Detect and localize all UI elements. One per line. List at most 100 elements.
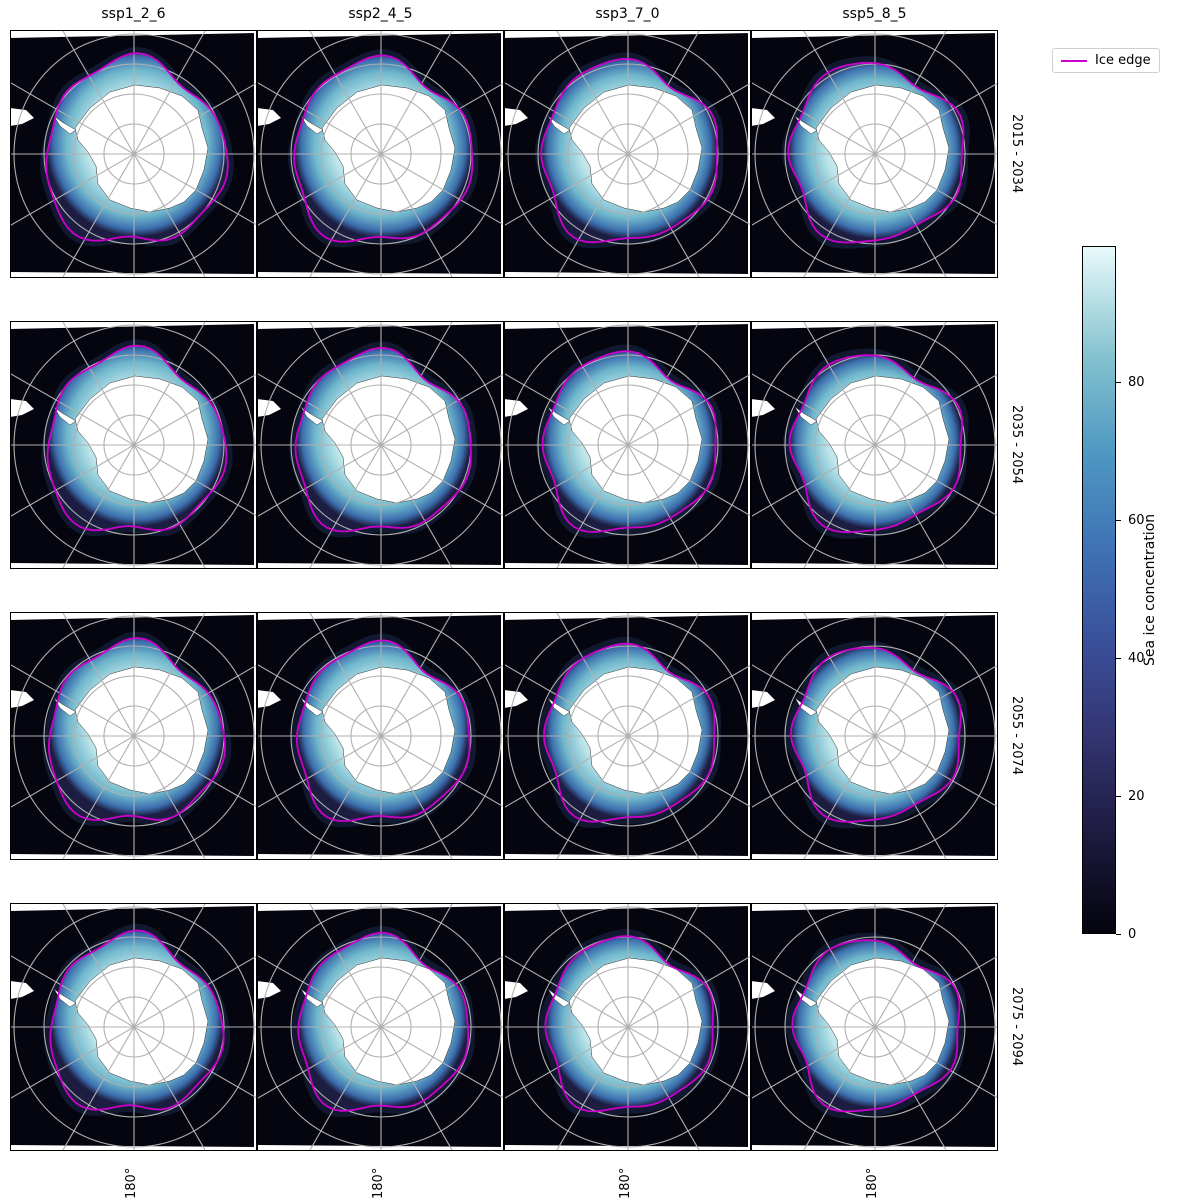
ice-edge-line [790, 646, 962, 823]
meridian-gridline [802, 612, 948, 860]
ice-edge-line [47, 637, 226, 821]
map-panel [257, 30, 504, 278]
meridian-gridline [61, 612, 207, 860]
south-america-land [257, 690, 281, 708]
south-america-land [751, 690, 775, 708]
ice-edge-line [541, 350, 717, 533]
map-panel [751, 612, 998, 860]
row-label-2055-2074: 2055 - 2074 [1009, 696, 1024, 776]
column-title-ssp126: ssp1_2_6 [101, 6, 166, 22]
ice-edge-line [46, 344, 228, 532]
south-america-land [751, 399, 775, 417]
colorbar-tick-label: 40 [1128, 651, 1145, 666]
antarctic-peninsula [53, 406, 77, 426]
south-america-land [257, 399, 281, 417]
panel-frame [751, 612, 998, 860]
south-america-land [751, 108, 775, 126]
ice-edge-legend-line [1061, 60, 1087, 62]
south-america-land [10, 690, 34, 708]
antarctic-peninsula [794, 988, 818, 1008]
ice-edge-line [45, 52, 229, 242]
south-america-land [257, 108, 281, 126]
map-panel [257, 903, 504, 1151]
panel-frame [751, 321, 998, 569]
colorbar-title: Sea ice concentration [1142, 513, 1158, 667]
colorbar-tick [1116, 658, 1121, 659]
meridian-gridline [555, 30, 701, 278]
south-america-land [751, 981, 775, 999]
meridian-gridline [61, 903, 207, 1151]
south-america-land [10, 399, 34, 417]
longitude-label: 180° [371, 1167, 386, 1199]
map-panel [504, 30, 751, 278]
map-panel [257, 612, 504, 860]
antarctic-peninsula [53, 115, 77, 135]
meridian-gridline [308, 612, 454, 860]
panel-frame [751, 30, 998, 278]
longitude-label: 180° [618, 1167, 633, 1199]
ice-edge-line [294, 347, 472, 533]
row-label-2035-2054: 2035 - 2054 [1009, 405, 1024, 485]
antarctic-peninsula [300, 115, 324, 135]
column-title-ssp585: ssp5_8_5 [842, 6, 907, 22]
meridian-gridline [61, 321, 207, 569]
map-panel [10, 612, 257, 860]
south-america-land [504, 399, 528, 417]
map-panel [751, 321, 998, 569]
column-title-ssp370: ssp3_7_0 [595, 6, 660, 22]
ice-edge-line [297, 931, 469, 1112]
meridian-gridline [802, 321, 948, 569]
south-america-land [10, 108, 34, 126]
map-panel [504, 321, 751, 569]
longitude-label: 180° [124, 1167, 139, 1199]
colorbar-tick [1116, 520, 1121, 521]
meridian-gridline [61, 30, 207, 278]
map-panel [257, 321, 504, 569]
meridian-gridline [802, 903, 948, 1151]
antarctic-peninsula [547, 406, 571, 426]
colorbar-tick [1116, 934, 1121, 935]
map-panel [10, 30, 257, 278]
south-america-land [10, 981, 34, 999]
meridian-gridline [308, 30, 454, 278]
meridian-gridline [555, 612, 701, 860]
ice-edge-line [544, 935, 714, 1113]
meridian-gridline [308, 903, 454, 1151]
south-america-land [257, 981, 281, 999]
ice-edge-line [788, 354, 964, 534]
south-america-land [504, 108, 528, 126]
colorbar-tick-label: 20 [1128, 789, 1145, 804]
meridian-gridline [802, 30, 948, 278]
meridian-gridline [308, 321, 454, 569]
map-panel [751, 903, 998, 1151]
meridian-gridline [555, 903, 701, 1151]
legend-label: Ice edge [1095, 53, 1151, 68]
colorbar-tick-label: 0 [1128, 927, 1137, 942]
ice-edge-line [296, 639, 471, 823]
antarctic-peninsula [300, 697, 324, 717]
colorbar [1082, 246, 1116, 934]
map-panel [504, 612, 751, 860]
map-panel [504, 903, 751, 1151]
ice-edge-line [542, 642, 716, 823]
ice-edge-line [787, 61, 965, 244]
map-panel [751, 30, 998, 278]
ice-edge-line [791, 939, 961, 1113]
antarctic-peninsula [794, 697, 818, 717]
ice-edge-line [540, 57, 719, 244]
colorbar-tick-label: 60 [1128, 513, 1145, 528]
column-title-ssp245: ssp2_4_5 [348, 6, 413, 22]
longitude-label: 180° [865, 1167, 880, 1199]
antarctic-peninsula [547, 988, 571, 1008]
map-panel [10, 903, 257, 1151]
colorbar-tick-label: 80 [1128, 375, 1145, 390]
meridian-gridline [555, 321, 701, 569]
row-label-2015-2034: 2015 - 2034 [1009, 114, 1024, 194]
map-panel [10, 321, 257, 569]
colorbar-tick [1116, 382, 1121, 383]
legend: Ice edge [1052, 48, 1160, 73]
south-america-land [504, 981, 528, 999]
ice-edge-line [49, 929, 225, 1111]
ice-edge-line [293, 54, 474, 243]
row-label-2075-2094: 2075 - 2094 [1009, 987, 1024, 1067]
